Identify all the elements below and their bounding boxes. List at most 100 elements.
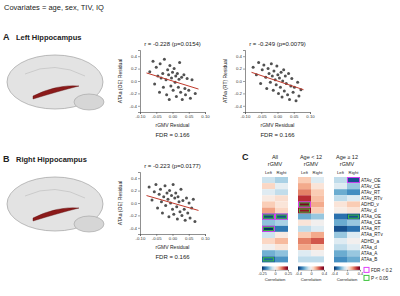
point xyxy=(174,75,177,78)
group-subtitle: rGMV xyxy=(268,161,283,167)
point xyxy=(178,61,181,64)
cell xyxy=(311,250,324,256)
tick: 0.0 xyxy=(131,79,140,84)
column-label: Left xyxy=(337,170,345,175)
tick-mark xyxy=(138,106,140,107)
cell xyxy=(311,189,324,195)
cell xyxy=(275,232,288,238)
axis: -0.400.4 xyxy=(331,270,363,276)
column-label: Right xyxy=(277,170,288,175)
colorbar xyxy=(298,266,324,270)
significance-box xyxy=(277,215,287,218)
point xyxy=(177,86,180,89)
brain-outline xyxy=(7,55,103,109)
point xyxy=(288,98,291,101)
tick: -0.2 xyxy=(235,91,245,96)
point xyxy=(189,97,192,100)
point xyxy=(179,188,182,191)
cell xyxy=(298,232,311,238)
cell xyxy=(334,220,347,226)
significance-box xyxy=(264,258,274,261)
region-title: Right Hippocampus xyxy=(16,155,87,164)
tick-mark xyxy=(243,81,245,82)
tick-label: 0.0 xyxy=(131,201,138,206)
tick-label: 0.0 xyxy=(236,79,243,84)
tick-label: 0.4 xyxy=(131,54,138,59)
point xyxy=(151,198,154,201)
cell xyxy=(298,244,311,250)
point xyxy=(168,189,171,192)
point xyxy=(174,192,177,195)
tick: -0.25 xyxy=(258,270,267,276)
cell xyxy=(298,226,311,232)
cell xyxy=(262,201,275,207)
point xyxy=(283,89,286,92)
point xyxy=(178,200,181,203)
tick: 0.10 xyxy=(201,234,210,241)
chart-title: r = -0.223 (p=0.0177) xyxy=(144,163,201,169)
axis: -0.25 0 0.25 xyxy=(258,270,292,276)
tick: -0.05 xyxy=(152,234,162,241)
axis: -0.4-0.20.00.20.4 xyxy=(130,51,141,113)
point xyxy=(281,96,284,99)
row-label: ADHD_v xyxy=(361,202,380,207)
cell xyxy=(275,226,288,232)
cell xyxy=(311,201,324,207)
tick-mark xyxy=(138,93,140,94)
tick: 0.0 xyxy=(131,201,140,206)
tick-label: 0.05 xyxy=(290,114,299,119)
row-label: ATAa_A xyxy=(361,251,378,256)
axis-title: ATAa (RT) Residual xyxy=(222,59,228,103)
point xyxy=(161,72,164,75)
tick: -0.4 xyxy=(331,270,338,276)
significance-box xyxy=(348,178,360,183)
cell xyxy=(298,177,311,183)
point xyxy=(284,75,287,78)
point xyxy=(168,98,171,101)
tick: 0.05 xyxy=(185,112,194,119)
axis-line xyxy=(138,51,141,113)
cell xyxy=(298,238,311,244)
significance-box xyxy=(263,214,275,219)
point xyxy=(163,58,166,61)
cell xyxy=(347,238,360,244)
cell xyxy=(262,232,275,238)
tick-label: -0.10 xyxy=(136,114,146,119)
cell xyxy=(298,201,311,207)
tick: 0 xyxy=(274,270,276,276)
point xyxy=(148,70,151,73)
row-label: ATAa_RTv xyxy=(361,232,383,237)
colorbar-title: Correlation xyxy=(301,277,322,282)
tick: 0.25 xyxy=(285,270,292,276)
cell xyxy=(298,250,311,256)
tick-label: 0 xyxy=(346,272,348,276)
row-label: ATAv_d xyxy=(361,208,377,213)
point xyxy=(296,81,299,84)
tick-label: -0.10 xyxy=(241,114,251,119)
cell xyxy=(334,183,347,189)
point xyxy=(282,68,285,71)
point xyxy=(189,216,192,219)
significance-box xyxy=(276,214,288,219)
cell xyxy=(298,195,311,201)
cell xyxy=(275,220,288,226)
tick: -0.2 xyxy=(130,91,140,96)
point xyxy=(153,190,156,193)
cell xyxy=(334,256,347,262)
tick-label: -0.2 xyxy=(235,91,243,96)
cell xyxy=(275,238,288,244)
point xyxy=(155,66,158,69)
note: FDR = 0.166 xyxy=(155,132,190,138)
tick-mark xyxy=(138,81,140,82)
chart-title: r = -0.228 (p=0.0154) xyxy=(144,41,201,47)
point xyxy=(165,192,168,195)
fit-line xyxy=(252,72,304,89)
axis-title: rGMV Residual xyxy=(156,244,190,250)
tick-mark xyxy=(243,93,245,94)
header: Covariates = age, sex, TIV, IQ xyxy=(4,3,104,12)
point xyxy=(172,213,175,216)
tick: 0.00 xyxy=(274,112,283,119)
point xyxy=(188,202,191,205)
tick-label: 0.4 xyxy=(322,272,327,276)
tick-label: 0.4 xyxy=(236,54,243,59)
